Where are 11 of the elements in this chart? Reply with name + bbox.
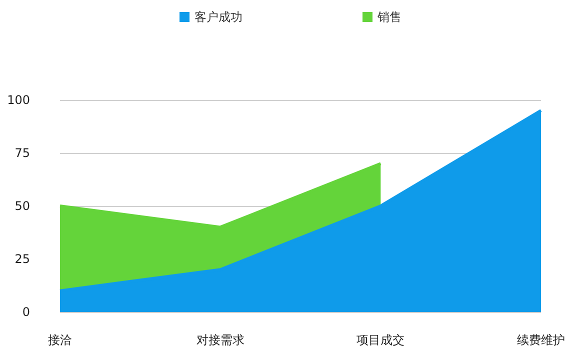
legend-label: 客户成功 — [194, 10, 242, 24]
x-tick-label: 接洽 — [48, 333, 72, 347]
y-tick-label: 75 — [14, 146, 30, 160]
x-tick-label: 项目成交 — [356, 333, 405, 347]
y-tick-label: 100 — [7, 93, 30, 107]
legend-label: 销售 — [376, 10, 402, 24]
y-tick-label: 25 — [14, 252, 30, 266]
x-tick-label: 对接需求 — [196, 333, 244, 347]
y-tick-label: 50 — [14, 199, 30, 213]
y-tick-label: 0 — [22, 305, 30, 319]
x-tick-label: 续费维护 — [517, 333, 565, 347]
